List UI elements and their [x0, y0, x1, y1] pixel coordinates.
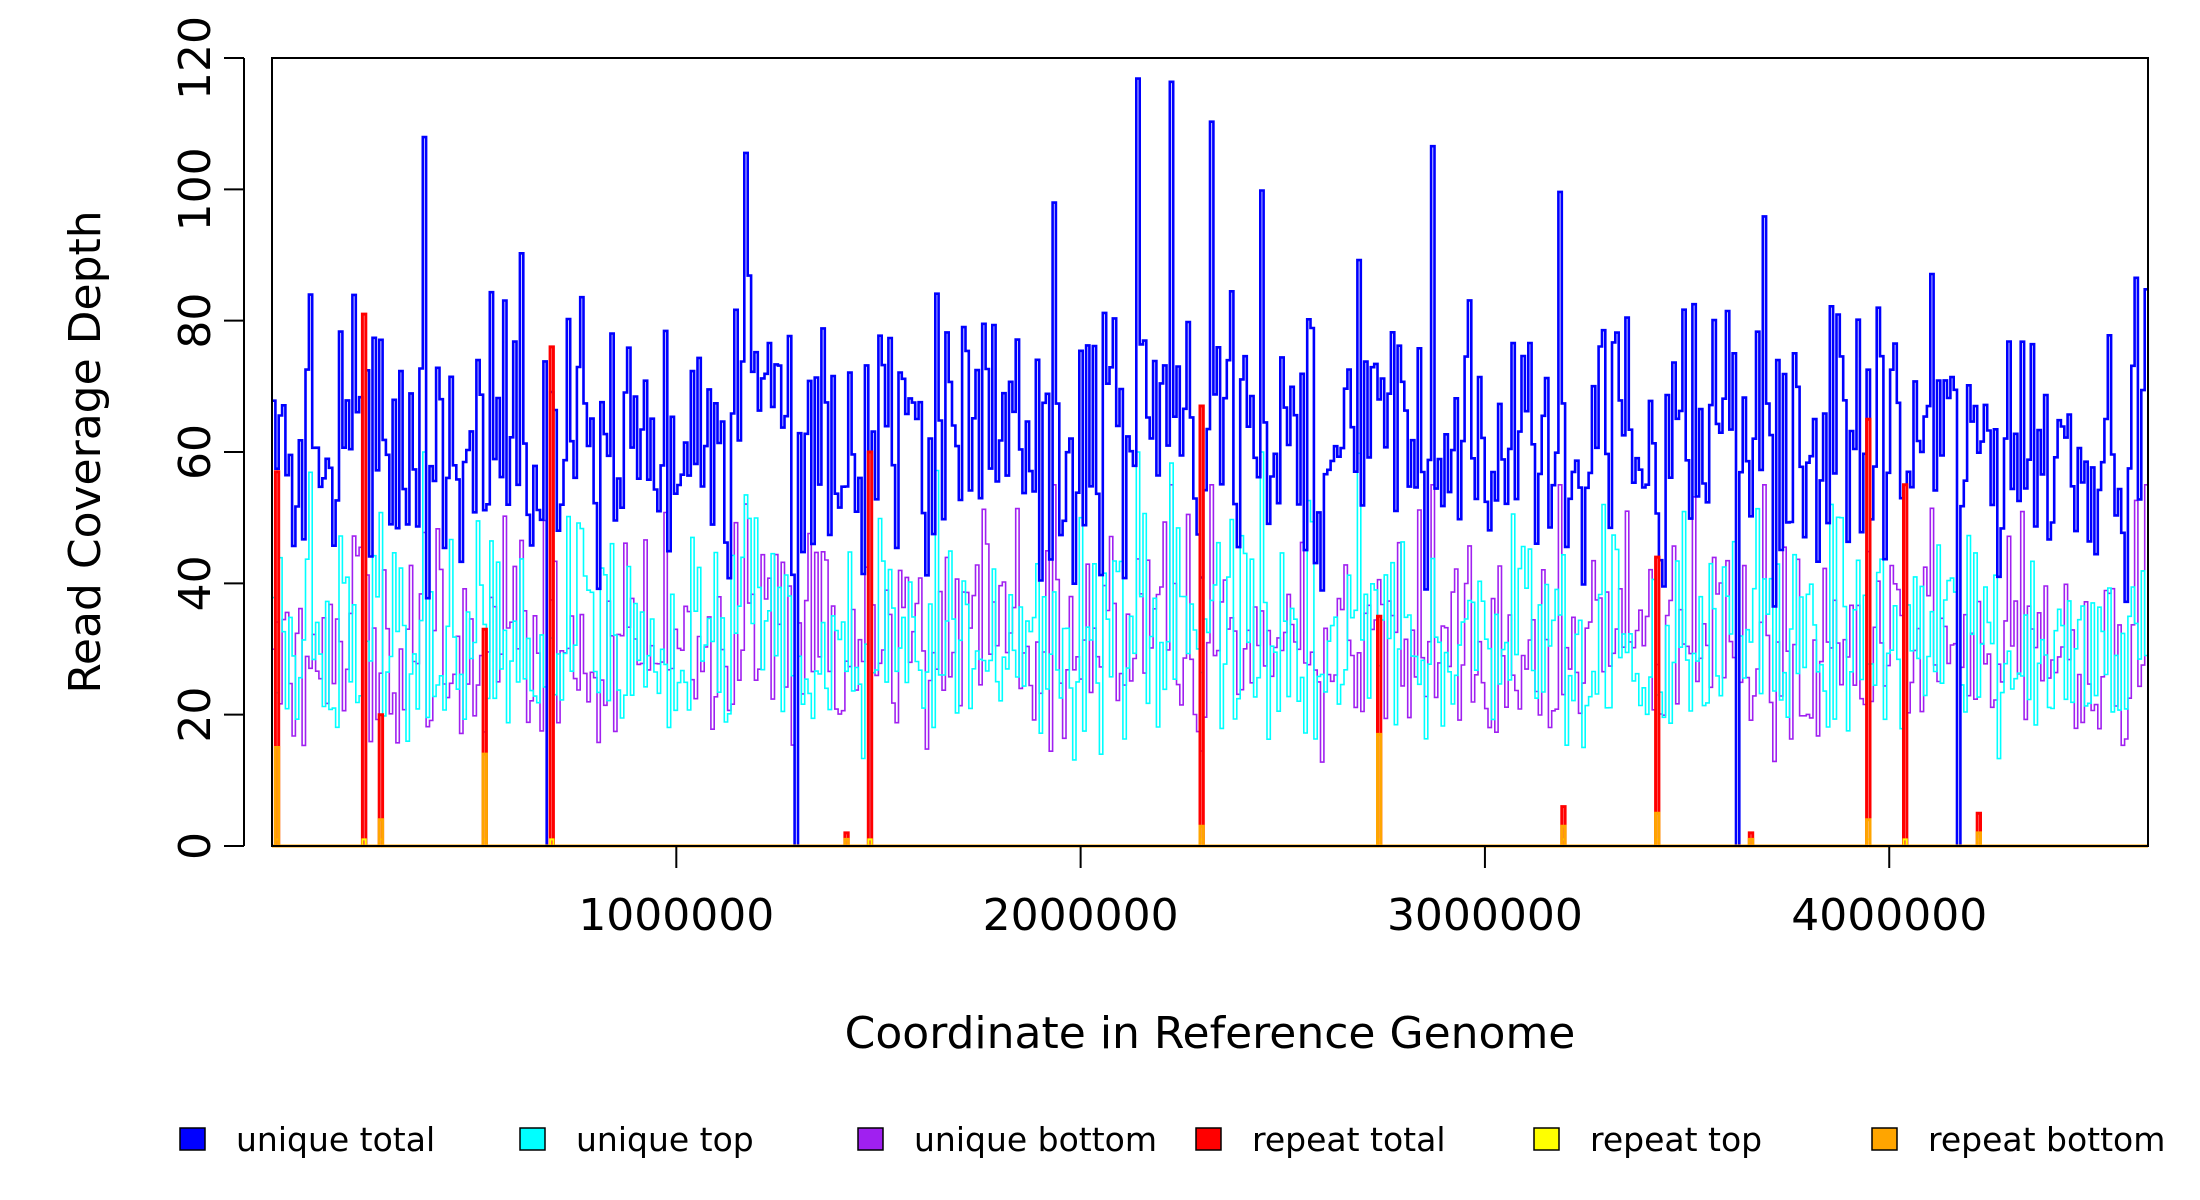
y-tick-label: 100: [170, 147, 221, 231]
legend-swatch: [1871, 1127, 1898, 1151]
legend-swatch: [1195, 1127, 1222, 1151]
x-tick-label: 3000000: [1387, 890, 1583, 941]
legend-swatch: [519, 1127, 546, 1151]
x-axis-title: Coordinate in Reference Genome: [845, 1008, 1576, 1059]
y-tick-label: 60: [170, 424, 221, 480]
series-unique-bottom: [272, 484, 2148, 847]
legend-label: unique total: [236, 1120, 435, 1159]
y-tick-label: 0: [170, 832, 221, 860]
x-tick-label: 4000000: [1791, 890, 1987, 941]
series-unique-total: [272, 77, 2148, 848]
legend-swatch: [179, 1127, 206, 1151]
legend-label: repeat bottom: [1928, 1120, 2165, 1159]
legend-label: repeat total: [1252, 1120, 1446, 1159]
x-tick-label: 1000000: [578, 890, 774, 941]
legend: unique total unique top unique bottom repea…: [179, 1120, 2165, 1159]
series-unique-top: [272, 451, 2148, 847]
y-tick-label: 120: [170, 16, 221, 100]
y-axis-title: Read Coverage Depth: [60, 210, 111, 693]
y-axis: 0 20 40 60 80 100 120: [170, 16, 245, 860]
x-axis: 1000000 2000000 3000000 4000000: [578, 845, 1987, 941]
legend-label: unique bottom: [914, 1120, 1157, 1159]
y-tick-label: 40: [170, 555, 221, 611]
legend-label: repeat top: [1590, 1120, 1762, 1159]
legend-label: unique top: [576, 1120, 754, 1159]
series-layer: [272, 77, 2148, 848]
x-tick-label: 2000000: [983, 890, 1179, 941]
legend-swatch: [1533, 1127, 1560, 1151]
y-tick-label: 20: [170, 687, 221, 743]
y-tick-label: 80: [170, 293, 221, 349]
legend-swatch: [857, 1127, 884, 1151]
